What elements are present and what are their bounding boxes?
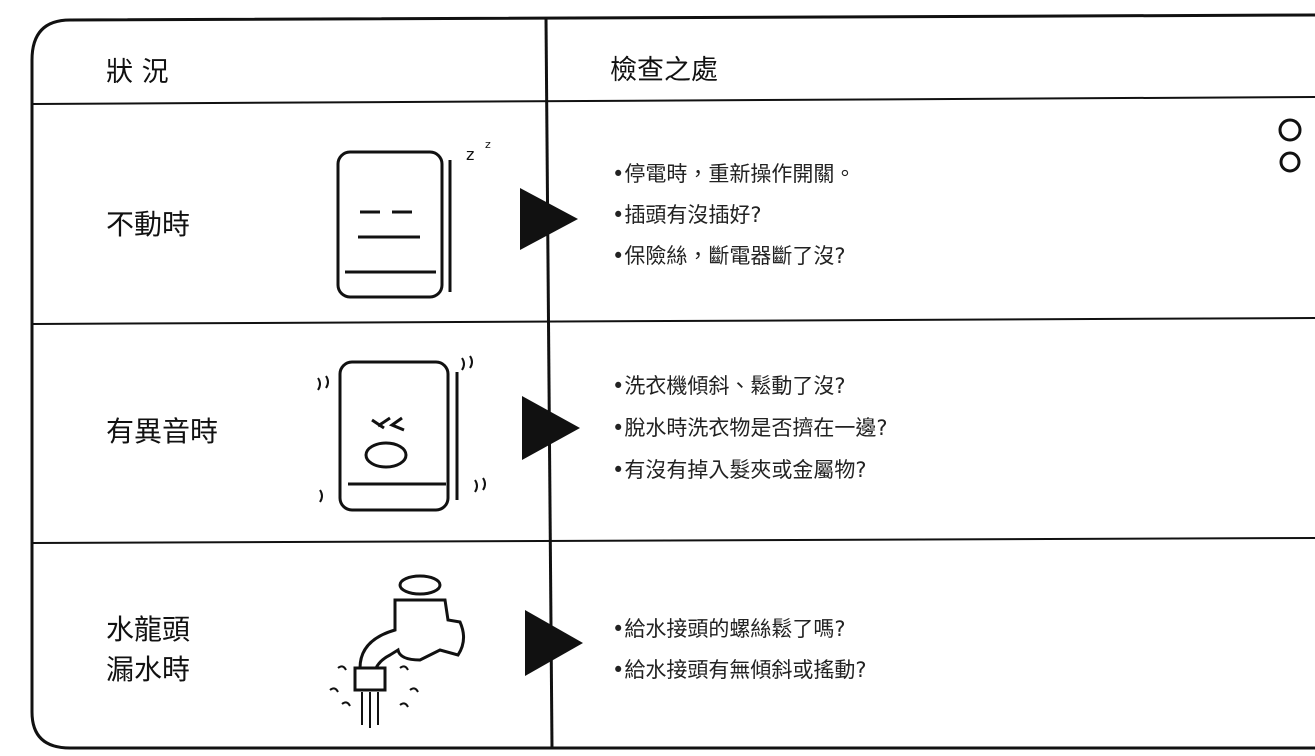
status-label: 有異音時: [106, 415, 219, 448]
check-item: •給水接頭的螺絲鬆了嗎?: [612, 617, 846, 641]
row-divider: [31, 537, 1315, 544]
status-label: 漏水時: [106, 653, 191, 686]
check-item: •有沒有掉入髮夾或金屬物?: [612, 458, 867, 482]
check-item: •洗衣機傾斜、鬆動了沒?: [612, 374, 846, 398]
svg-text:z: z: [466, 145, 474, 164]
header-checks: 檢查之處: [610, 55, 718, 86]
corner-mark: [1278, 118, 1302, 173]
machine-noisy-icon: [317, 355, 486, 512]
row-divider: [31, 317, 1315, 325]
machine-sleeping-icon: z z: [336, 138, 491, 299]
faucet-icon: [329, 574, 465, 728]
check-item: •插頭有沒插好?: [612, 203, 762, 227]
svg-text:z: z: [485, 138, 491, 151]
arrow: [522, 396, 580, 460]
arrow: [520, 188, 578, 250]
outer-border: [30, 13, 1315, 750]
check-item: •給水接頭有無傾斜或搖動?: [612, 658, 867, 682]
header-status: 狀 況: [106, 57, 169, 88]
status-label: 不動時: [106, 208, 191, 241]
check-item: •脫水時洗衣物是否擠在一邊?: [612, 416, 888, 440]
status-label: 水龍頭: [106, 613, 191, 646]
check-item: •停電時，重新操作開關。: [612, 162, 856, 186]
check-item: •保險絲，斷電器斷了沒?: [612, 244, 846, 268]
arrow: [525, 610, 583, 676]
row-divider: [31, 96, 1315, 105]
